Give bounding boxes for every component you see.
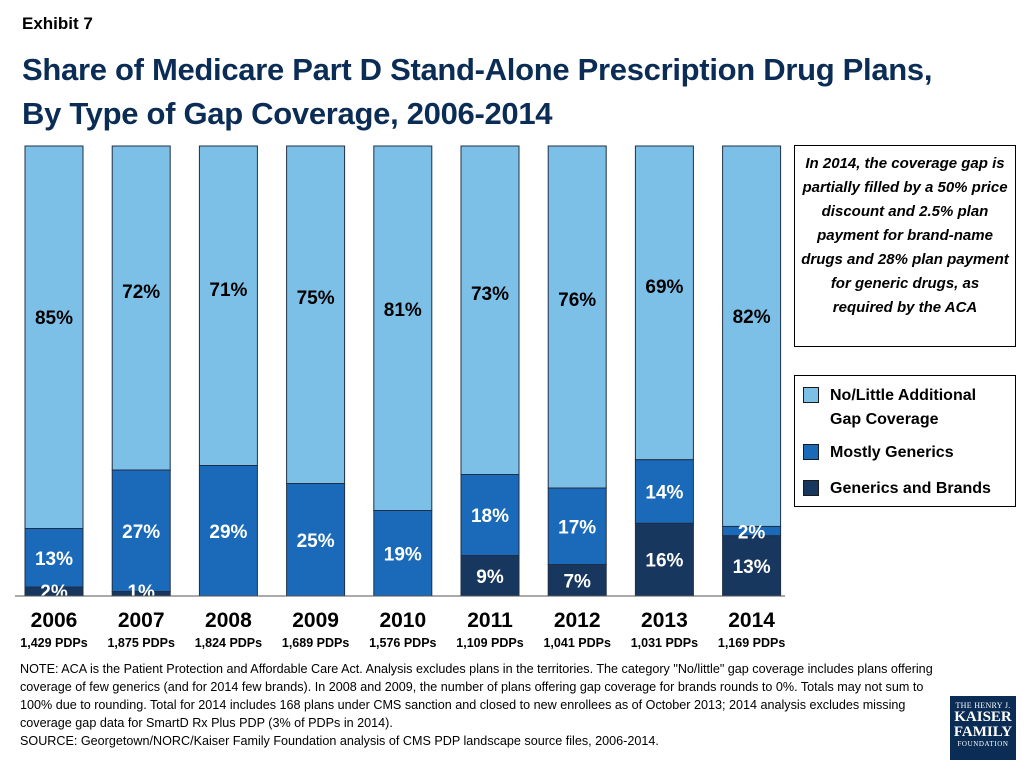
bar-no-little-2012 bbox=[547, 145, 607, 489]
pdp-count-label-2011: 1,109 PDPs bbox=[456, 636, 523, 650]
value-label-no-little-2006: 85% bbox=[35, 308, 73, 329]
logo-line3: FAMILY bbox=[953, 724, 1013, 740]
value-label-no-little-2010: 81% bbox=[384, 300, 422, 321]
legend-item-generics-brands: Generics and Brands bbox=[803, 477, 1010, 501]
value-label-generics-brands-2007: 1% bbox=[127, 582, 155, 603]
pdp-count-label-2014: 1,169 PDPs bbox=[718, 636, 785, 650]
bar-mostly-generics-2008 bbox=[198, 465, 258, 597]
logo-line2: KAISER bbox=[954, 709, 1012, 725]
legend: No/Little Additional Gap Coverage Mostly… bbox=[794, 375, 1016, 507]
logo-line1: THE HENRY J. bbox=[955, 701, 1011, 710]
callout-box: In 2014, the coverage gap is partially f… bbox=[794, 145, 1016, 347]
bar-no-little-2011 bbox=[460, 145, 520, 475]
legend-swatch-no-little bbox=[803, 387, 819, 403]
category-label-2012: 2012 bbox=[554, 609, 601, 632]
bar-no-little-2010 bbox=[373, 145, 433, 511]
pdp-count-label-2007: 1,875 PDPs bbox=[107, 636, 174, 650]
legend-swatch-generics-brands bbox=[803, 480, 819, 496]
source-text: SOURCE: Georgetown/NORC/Kaiser Family Fo… bbox=[20, 734, 659, 748]
pdp-count-label-2006: 1,429 PDPs bbox=[20, 636, 87, 650]
legend-item-no-little: No/Little Additional Gap Coverage bbox=[803, 384, 1010, 432]
legend-swatch-mostly-generics bbox=[803, 444, 819, 460]
exhibit-label: Exhibit 7 bbox=[22, 14, 93, 33]
bar-mostly-generics-2012 bbox=[547, 487, 607, 565]
legend-label-generics-brands: Generics and Brands bbox=[830, 480, 991, 497]
bar-mostly-generics-2009 bbox=[286, 483, 346, 597]
value-label-mostly-generics-2013: 14% bbox=[645, 482, 683, 503]
category-label-2013: 2013 bbox=[641, 609, 688, 632]
value-label-generics-brands-2012: 7% bbox=[563, 571, 591, 592]
value-label-mostly-generics-2009: 25% bbox=[297, 531, 335, 552]
bar-generics-brands-2013 bbox=[634, 522, 694, 597]
value-label-no-little-2014: 82% bbox=[733, 307, 771, 328]
value-label-no-little-2008: 71% bbox=[209, 280, 247, 301]
category-label-2007: 2007 bbox=[118, 609, 165, 632]
bar-no-little-2008 bbox=[198, 145, 258, 466]
chart-title-line2: By Type of Gap Coverage, 2006-2014 bbox=[22, 96, 553, 131]
category-label-2009: 2009 bbox=[292, 609, 339, 632]
legend-item-mostly-generics: Mostly Generics bbox=[803, 441, 1010, 465]
value-label-mostly-generics-2014: 2% bbox=[738, 522, 766, 543]
bar-mostly-generics-2006 bbox=[24, 528, 84, 588]
bar-no-little-2013 bbox=[634, 145, 694, 461]
pdp-count-label-2009: 1,689 PDPs bbox=[282, 636, 349, 650]
category-label-2006: 2006 bbox=[31, 609, 78, 632]
value-label-no-little-2011: 73% bbox=[471, 284, 509, 305]
pdp-count-label-2008: 1,824 PDPs bbox=[195, 636, 262, 650]
pdp-count-label-2010: 1,576 PDPs bbox=[369, 636, 436, 650]
category-label-2010: 2010 bbox=[379, 609, 426, 632]
value-label-mostly-generics-2006: 13% bbox=[35, 549, 73, 570]
logo-line4: FOUNDATION bbox=[957, 740, 1009, 748]
pdp-count-label-2013: 1,031 PDPs bbox=[631, 636, 698, 650]
value-label-no-little-2009: 75% bbox=[297, 288, 335, 309]
value-label-mostly-generics-2011: 18% bbox=[471, 506, 509, 527]
category-label-2008: 2008 bbox=[205, 609, 252, 632]
bar-no-little-2007 bbox=[111, 145, 171, 471]
pdp-count-label-2012: 1,041 PDPs bbox=[543, 636, 610, 650]
value-label-no-little-2013: 69% bbox=[645, 277, 683, 298]
value-label-mostly-generics-2007: 27% bbox=[122, 522, 160, 543]
bar-mostly-generics-2010 bbox=[373, 510, 433, 597]
footnote: NOTE: ACA is the Patient Protection and … bbox=[20, 660, 935, 750]
bar-no-little-2009 bbox=[286, 145, 346, 484]
value-label-mostly-generics-2008: 29% bbox=[209, 522, 247, 543]
kff-logo: THE HENRY J. KAISER FAMILY FOUNDATION bbox=[950, 696, 1016, 760]
note-text: NOTE: ACA is the Patient Protection and … bbox=[20, 662, 933, 730]
value-label-generics-brands-2013: 16% bbox=[645, 551, 683, 572]
legend-label-mostly-generics: Mostly Generics bbox=[830, 444, 954, 461]
category-label-2011: 2011 bbox=[467, 609, 513, 632]
value-label-generics-brands-2011: 9% bbox=[476, 567, 504, 588]
stacked-bar-chart: 2% 13% 85% 2006 1,429 PDPs 1% 27% 72% 2007 1,875 … bbox=[15, 145, 785, 650]
value-label-generics-brands-2006: 2% bbox=[40, 582, 68, 603]
bar-mostly-generics-2007 bbox=[111, 469, 171, 592]
category-label-2014: 2014 bbox=[728, 609, 775, 632]
value-label-no-little-2007: 72% bbox=[122, 282, 160, 303]
bar-no-little-2006 bbox=[24, 145, 84, 529]
value-label-mostly-generics-2010: 19% bbox=[384, 544, 422, 565]
chart-title-line1: Share of Medicare Part D Stand-Alone Pre… bbox=[22, 52, 933, 87]
bar-mostly-generics-2013 bbox=[634, 459, 694, 524]
bar-no-little-2014 bbox=[722, 145, 782, 527]
chart-title: Share of Medicare Part D Stand-Alone Pre… bbox=[22, 48, 982, 136]
value-label-mostly-generics-2012: 17% bbox=[558, 517, 596, 538]
value-label-generics-brands-2014: 13% bbox=[733, 557, 771, 578]
bar-generics-brands-2014 bbox=[722, 535, 782, 597]
legend-label-no-little: No/Little Additional Gap Coverage bbox=[830, 387, 977, 428]
value-label-no-little-2012: 76% bbox=[558, 290, 596, 311]
